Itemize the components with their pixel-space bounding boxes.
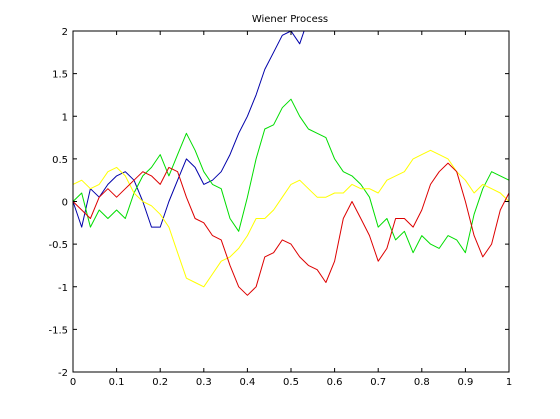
y-tick-label: 1 [62, 112, 68, 123]
y-tick-label: 0 [62, 198, 68, 209]
x-tick-label: 0.8 [414, 377, 430, 388]
y-tick-label: -0.5 [48, 240, 68, 251]
series-line-4 [73, 162, 509, 296]
series-line-3 [73, 149, 509, 288]
axis-layer: 0 0.1 0.2 0.3 0.4 0.5 0.6 0.7 0.8 0.9 1 2 1.5 1 0.5 0 -0… [48, 27, 512, 388]
y-tick-label: -1 [58, 283, 68, 294]
series-line-1 [73, 31, 305, 228]
y-tick-label: 1.5 [52, 70, 68, 81]
x-tick-label: 0.1 [109, 377, 125, 388]
x-tick-label: 0.4 [239, 377, 255, 388]
y-tick-label: -2 [58, 368, 68, 379]
y-tick-label: -1.5 [48, 325, 68, 336]
y-tick-label: 2 [62, 27, 68, 38]
y-tick-label: 0.5 [52, 155, 68, 166]
x-tick-label: 0.3 [196, 377, 212, 388]
x-tick-label: 1 [506, 377, 512, 388]
x-tick-label: 0 [70, 377, 76, 388]
x-tick-label: 0.6 [327, 377, 343, 388]
plot-area-frame [72, 30, 510, 373]
chart-title: Wiener Process [252, 14, 328, 25]
series-layer [73, 31, 509, 296]
x-tick-label: 0.5 [283, 377, 299, 388]
x-tick-label: 0.2 [152, 377, 168, 388]
x-tick-label: 0.7 [370, 377, 386, 388]
x-tick-label: 0.9 [457, 377, 473, 388]
